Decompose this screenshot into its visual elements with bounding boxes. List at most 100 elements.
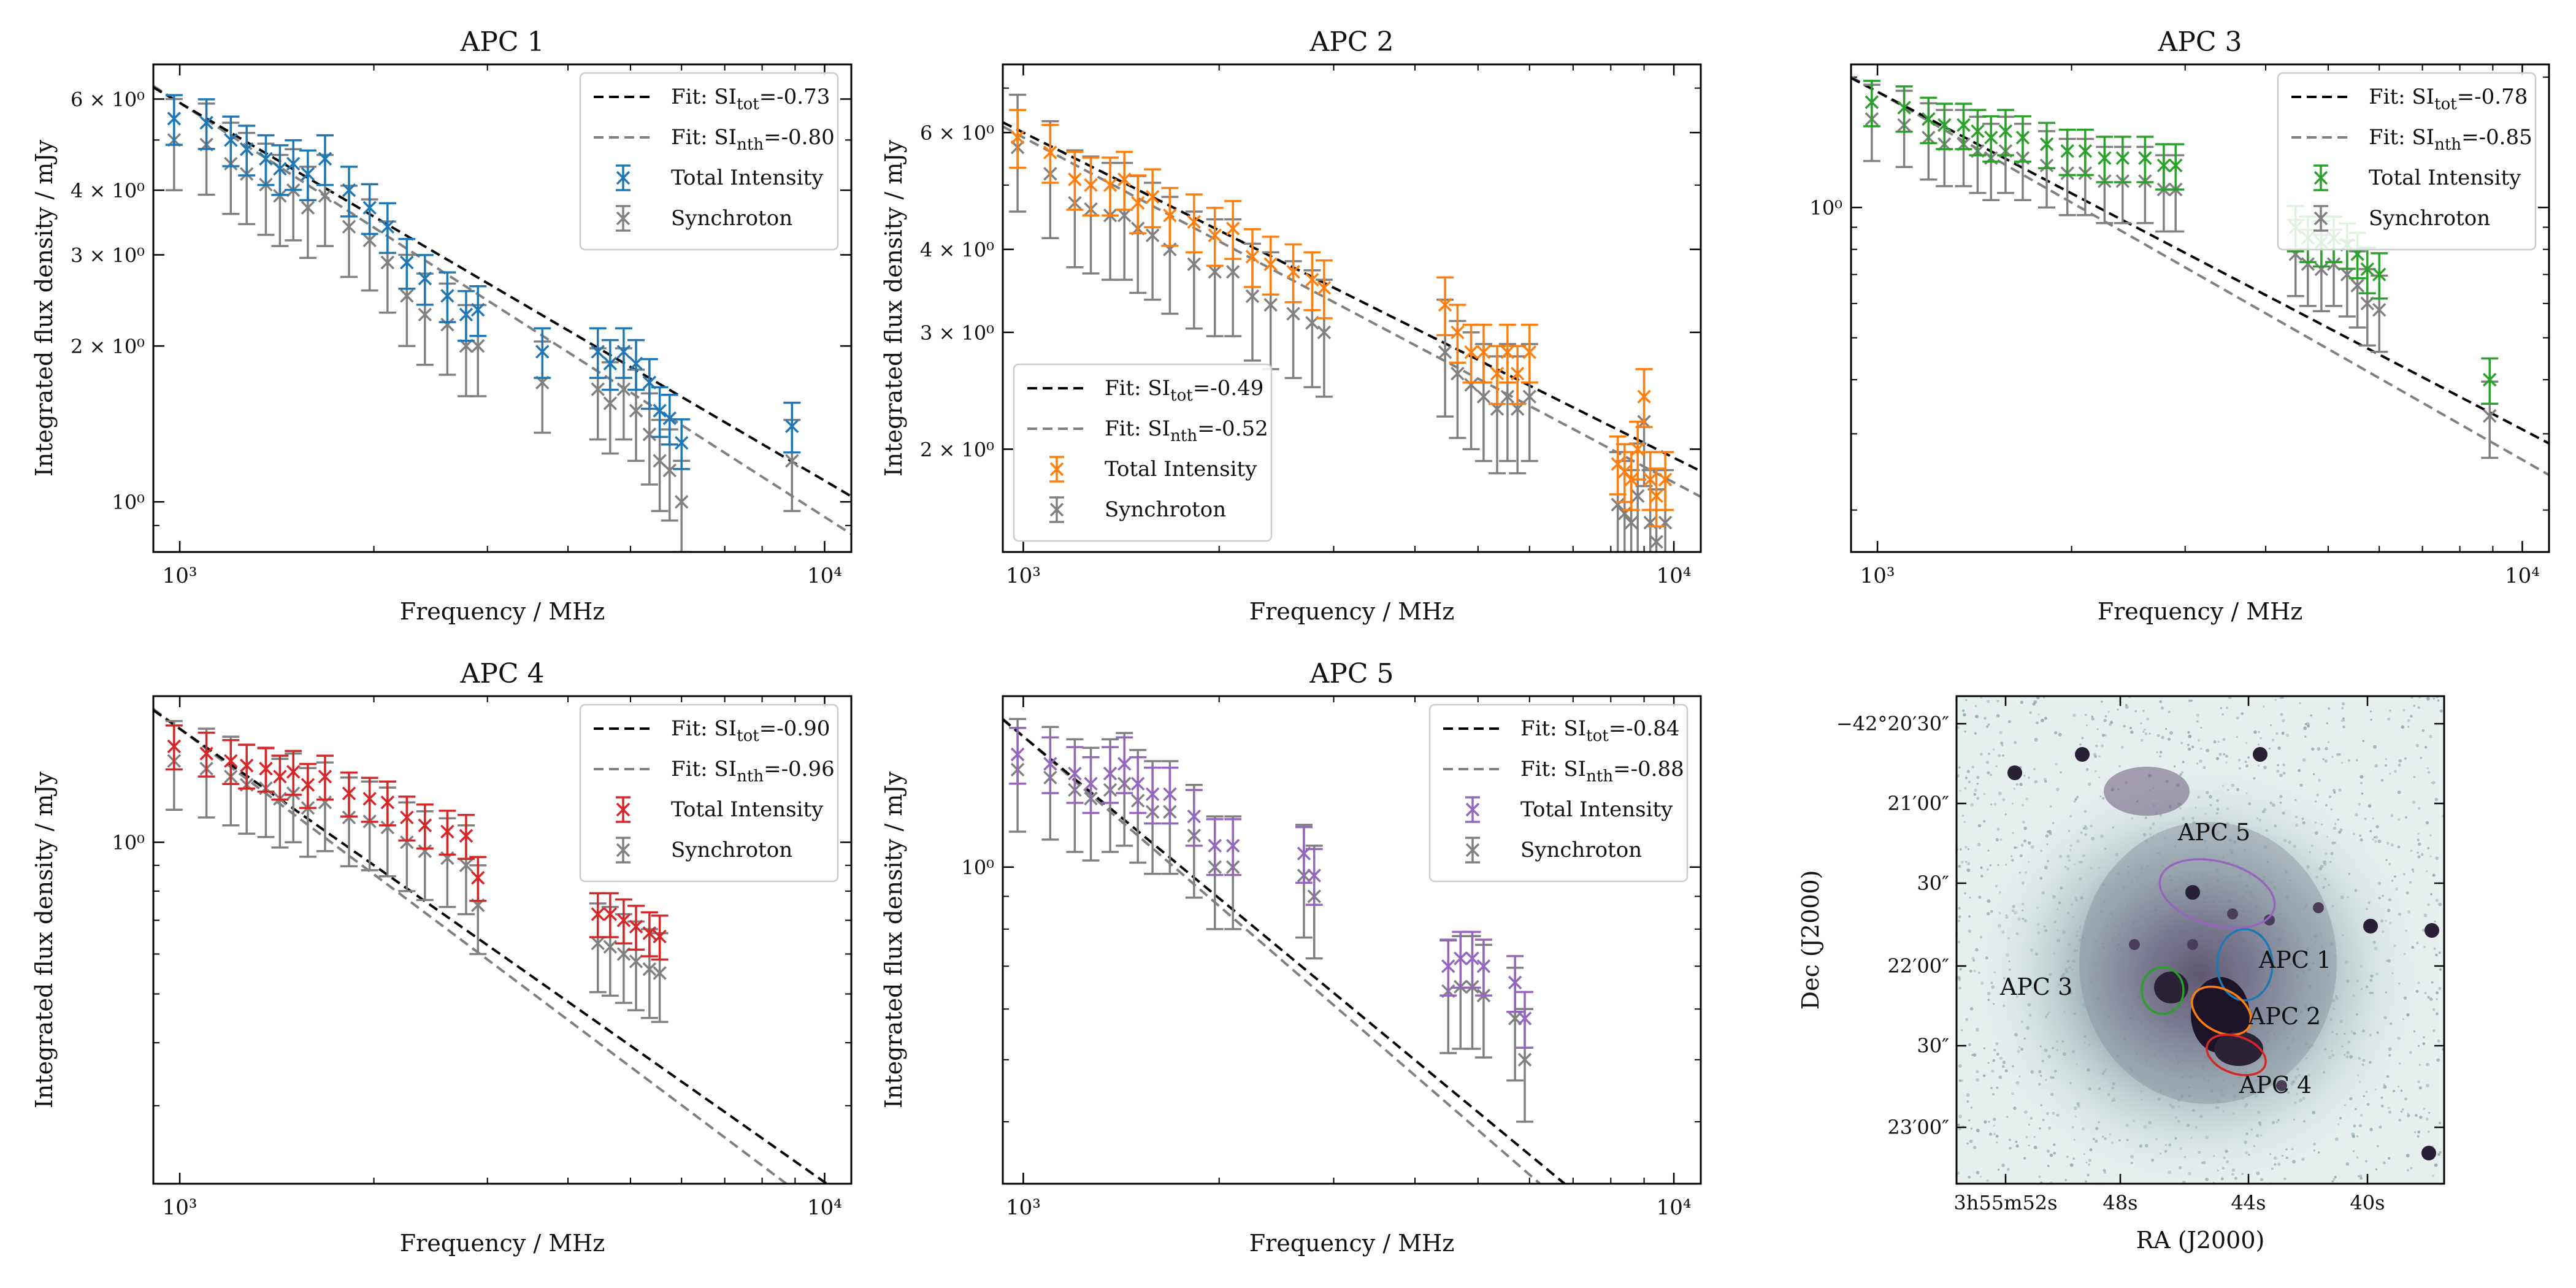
- noise-speck: [2406, 1168, 2410, 1172]
- noise-speck: [2438, 951, 2441, 954]
- noise-speck: [1958, 907, 1961, 910]
- legend-sync-label: Synchroton: [671, 206, 792, 231]
- noise-speck: [2269, 724, 2272, 727]
- noise-speck: [2101, 700, 2103, 703]
- noise-speck: [2156, 734, 2160, 737]
- noise-speck: [1982, 819, 1986, 823]
- data-point: [2136, 136, 2154, 183]
- plot-area: [153, 708, 829, 1184]
- noise-speck: [2096, 728, 2099, 730]
- data-point: [1635, 368, 1653, 428]
- data-point: [398, 237, 416, 290]
- y-tick-label: 10⁰: [961, 856, 994, 880]
- x-tick-label: 10³: [1006, 564, 1041, 588]
- noise-speck: [2311, 747, 2315, 751]
- noise-speck: [2429, 855, 2432, 857]
- data-point: [1161, 766, 1179, 825]
- data-point: [2358, 247, 2376, 294]
- noise-speck: [1964, 892, 1966, 895]
- region-ellipse: [2206, 1033, 2267, 1076]
- noise-speck: [2417, 1080, 2420, 1084]
- data-point: [398, 795, 416, 842]
- noise-speck: [2160, 706, 2164, 710]
- noise-speck: [2334, 1176, 2337, 1179]
- noise-speck: [2421, 928, 2426, 932]
- noise-speck: [2394, 875, 2396, 878]
- noise-speck: [2004, 813, 2007, 816]
- noise-speck: [2398, 763, 2401, 767]
- y-tick-label: 2 × 10⁰: [920, 438, 994, 461]
- noise-speck: [2263, 765, 2267, 770]
- noise-speck: [2156, 751, 2158, 754]
- data-point: [1657, 451, 1674, 512]
- noise-speck: [1992, 748, 1995, 751]
- legend-sync-marker: [616, 843, 631, 857]
- noise-speck: [2049, 805, 2052, 808]
- x-marker: [224, 754, 238, 768]
- noise-speck: [2316, 794, 2320, 797]
- data-point: [2096, 136, 2114, 183]
- noise-speck: [2328, 707, 2331, 710]
- noise-speck: [1986, 725, 1989, 728]
- x-tick-label: 10³: [1006, 1195, 1041, 1220]
- noise-speck: [2356, 1156, 2359, 1159]
- x-marker: [603, 396, 618, 410]
- data-point: [1509, 345, 1527, 405]
- noise-speck: [1987, 771, 1990, 775]
- legend-sync-marker: [1465, 843, 1480, 857]
- x-marker: [1441, 959, 1455, 973]
- x-marker: [642, 962, 657, 976]
- x-marker: [785, 454, 799, 468]
- noise-speck: [2028, 1144, 2030, 1147]
- x-marker: [535, 345, 550, 359]
- noise-speck: [2435, 953, 2438, 957]
- x-marker: [1500, 389, 1515, 404]
- noise-speck: [2343, 719, 2345, 722]
- y-axis-label: Integrated flux density / mJy: [31, 139, 58, 477]
- noise-speck: [2280, 713, 2283, 716]
- data-point: [1647, 467, 1665, 528]
- noise-speck: [2281, 732, 2285, 735]
- legend-box: [1013, 363, 1273, 542]
- legend-fit-nth-label: Fit: SInth=-0.85: [2369, 125, 2532, 154]
- knot: [2264, 914, 2275, 926]
- noise-speck: [2125, 705, 2129, 709]
- noise-speck: [1957, 919, 1960, 922]
- noise-speck: [2427, 1130, 2430, 1133]
- noise-speck: [2370, 718, 2372, 721]
- noise-speck: [2369, 1127, 2373, 1132]
- noise-speck: [2421, 853, 2424, 856]
- noise-speck: [1974, 732, 1977, 735]
- y-tick-label: 4 × 10⁰: [920, 239, 994, 262]
- x-marker: [342, 786, 356, 800]
- x-marker: [1865, 95, 1879, 109]
- data-point: [627, 339, 645, 391]
- legend-fit-tot-label: Fit: SItot=-0.84: [1520, 716, 1679, 745]
- noise-speck: [1958, 978, 1961, 981]
- noise-speck: [2331, 1180, 2334, 1183]
- noise-speck: [2215, 757, 2220, 761]
- noise-speck: [2104, 715, 2107, 718]
- noise-speck: [1968, 1119, 1971, 1122]
- x-marker: [1068, 172, 1082, 186]
- ra-tick-label: 3h55m52s: [1953, 1191, 2057, 1214]
- data-point: [1009, 727, 1027, 785]
- noise-speck: [2088, 1159, 2092, 1162]
- region-label: APC 1: [2258, 946, 2331, 973]
- legend-total-label: Total Intensity: [671, 166, 824, 190]
- noise-speck: [2425, 1117, 2429, 1121]
- noise-speck: [2332, 789, 2336, 792]
- noise-speck: [2030, 1116, 2033, 1120]
- noise-speck: [2398, 818, 2401, 821]
- x-marker: [1117, 209, 1132, 223]
- noise-speck: [2432, 781, 2436, 784]
- x-marker: [301, 167, 315, 181]
- noise-speck: [1957, 976, 1961, 979]
- noise-speck: [2361, 792, 2364, 795]
- legend: Fit: SItot=-0.78 Fit: SInth=-0.85 Total In…: [2277, 72, 2537, 251]
- noise-speck: [2423, 913, 2428, 918]
- noise-speck: [2438, 902, 2442, 907]
- x-marker: [653, 966, 667, 980]
- data-point: [2155, 143, 2172, 191]
- x-marker: [616, 913, 631, 927]
